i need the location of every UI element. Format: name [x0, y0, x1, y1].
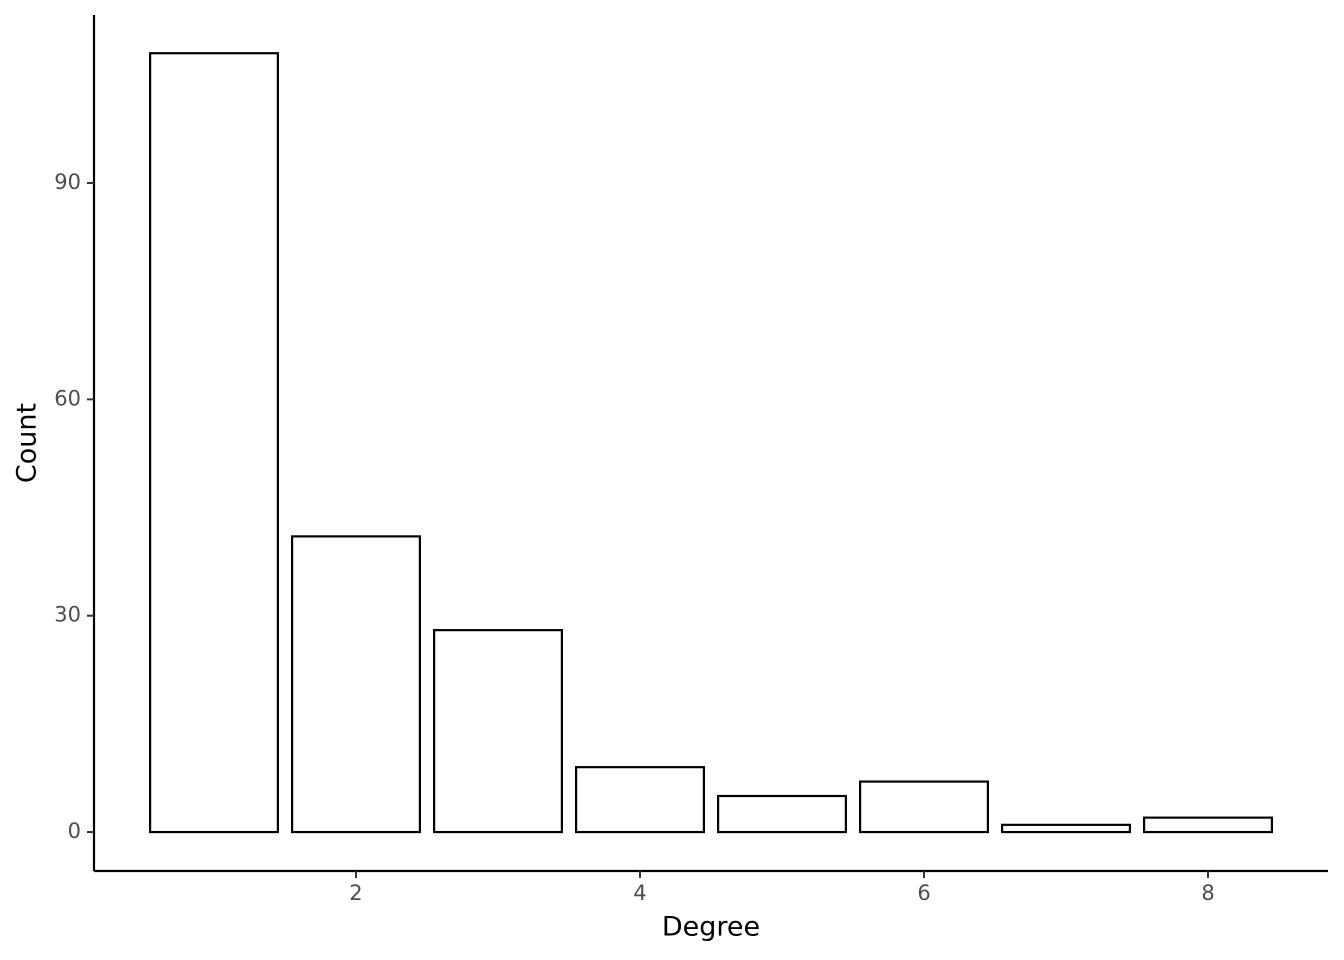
y-tick-label: 30 [54, 603, 81, 627]
x-tick-label: 2 [349, 881, 362, 905]
bar [432, 629, 563, 834]
y-tick-label: 90 [54, 170, 81, 194]
y-tick-label: 0 [68, 819, 81, 843]
bar [148, 52, 279, 834]
x-tick-label: 6 [917, 881, 930, 905]
bar [574, 766, 705, 834]
x-tick-label: 8 [1201, 881, 1214, 905]
bar [290, 535, 421, 834]
x-tick-label: 4 [633, 881, 646, 905]
bar [859, 780, 990, 834]
bar [1143, 816, 1274, 834]
y-axis-title: Count [12, 403, 43, 483]
bar [1001, 823, 1132, 834]
y-tick-label: 60 [54, 386, 81, 410]
bar [717, 794, 848, 834]
x-axis-title: Degree [662, 912, 760, 943]
